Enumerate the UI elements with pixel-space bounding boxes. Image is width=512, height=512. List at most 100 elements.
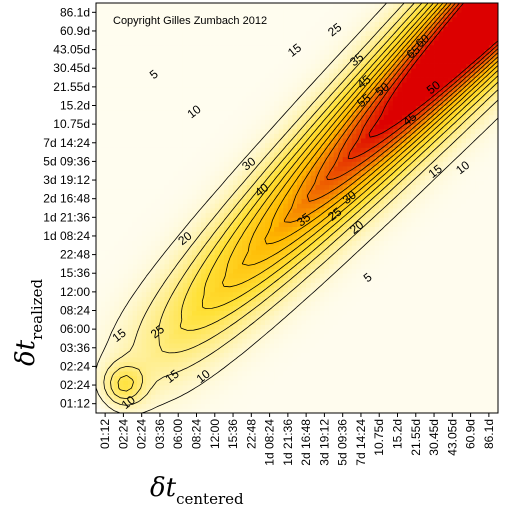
heatmap-cell	[301, 231, 307, 237]
heatmap-cell	[155, 352, 161, 358]
heatmap-cell	[319, 26, 325, 32]
heatmap-cell	[333, 44, 339, 50]
heatmap-cell	[100, 35, 106, 41]
heatmap-cell	[228, 352, 234, 358]
heatmap-cell	[105, 110, 111, 116]
heatmap-cell	[178, 198, 184, 204]
heatmap-cell	[342, 347, 348, 353]
heatmap-cell	[155, 170, 161, 176]
heatmap-cell	[127, 119, 133, 125]
heatmap-cell	[301, 399, 307, 405]
heatmap-cell	[283, 380, 289, 386]
heatmap-cell	[191, 380, 197, 386]
heatmap-cell	[347, 347, 353, 353]
heatmap-cell	[333, 315, 339, 321]
heatmap-cell	[228, 16, 234, 23]
heatmap-cell	[237, 291, 243, 297]
heatmap-cell	[351, 380, 357, 386]
heatmap-cell	[246, 305, 252, 311]
heatmap-cell	[146, 366, 152, 372]
heatmap-cell	[246, 54, 252, 60]
heatmap-cell	[159, 310, 165, 316]
heatmap-cell	[274, 68, 280, 74]
heatmap-cell	[137, 301, 143, 307]
heatmap-cell	[233, 30, 239, 37]
heatmap-cell	[141, 245, 147, 251]
heatmap-cell	[105, 296, 111, 302]
heatmap-cell	[141, 231, 147, 237]
heatmap-cell	[287, 305, 293, 311]
heatmap-cell	[306, 91, 312, 97]
heatmap-cell	[265, 110, 270, 116]
heatmap-cell	[223, 7, 229, 13]
heatmap-cell	[173, 170, 179, 176]
heatmap-cell	[228, 189, 234, 195]
heatmap-cell	[338, 26, 344, 32]
heatmap-cell	[219, 385, 225, 391]
heatmap-cell	[255, 245, 261, 251]
heatmap-cell	[169, 161, 175, 167]
heatmap-cell	[178, 361, 184, 367]
heatmap-cell	[265, 35, 270, 41]
heatmap-cell	[242, 394, 248, 400]
heatmap-cell	[205, 389, 211, 395]
heatmap-cell	[260, 273, 266, 279]
heatmap-cell	[237, 198, 243, 204]
heatmap-cell	[324, 26, 330, 32]
heatmap-cell	[210, 389, 216, 395]
heatmap-cell	[150, 305, 156, 311]
heatmap-cell	[301, 100, 307, 106]
heatmap-cell	[283, 30, 289, 37]
heatmap-cell	[306, 12, 312, 18]
heatmap-cell	[141, 291, 147, 297]
heatmap-cell	[164, 198, 170, 204]
heatmap-cell	[333, 305, 339, 311]
heatmap-cell	[237, 105, 243, 111]
heatmap-cell	[169, 305, 175, 311]
heatmap-cell	[219, 352, 225, 358]
heatmap-cell	[283, 63, 289, 69]
heatmap-cell	[269, 324, 275, 330]
heatmap-cell	[324, 343, 330, 349]
heatmap-cell	[351, 189, 357, 195]
heatmap-cell	[324, 357, 330, 363]
heatmap-cell	[237, 259, 243, 265]
heatmap-cell	[265, 375, 270, 381]
heatmap-cell	[283, 208, 289, 214]
heatmap-cell	[223, 198, 229, 204]
heatmap-cell	[338, 77, 344, 83]
heatmap-cell	[255, 35, 261, 41]
heatmap-cell	[100, 217, 106, 223]
heatmap-cell	[338, 40, 344, 46]
heatmap-cell	[219, 315, 225, 321]
heatmap-cell	[118, 394, 124, 400]
heatmap-cell	[242, 347, 248, 353]
heatmap-cell	[159, 105, 165, 111]
heatmap-cell	[347, 58, 353, 64]
heatmap-cell	[287, 16, 293, 23]
heatmap-cell	[146, 235, 152, 242]
heatmap-cell	[150, 35, 156, 41]
heatmap-cell	[292, 399, 298, 405]
heatmap-cell	[333, 366, 339, 372]
heatmap-cell	[210, 91, 216, 97]
heatmap-cell	[100, 380, 106, 386]
heatmap-cell	[269, 26, 275, 32]
heatmap-cell	[155, 310, 161, 316]
heatmap-cell	[306, 147, 312, 153]
heatmap-cell	[105, 170, 111, 176]
heatmap-cell	[141, 21, 147, 27]
heatmap-cell	[310, 263, 316, 269]
heatmap-cell	[242, 361, 248, 367]
heatmap-cell	[283, 82, 289, 88]
heatmap-cell	[301, 161, 307, 167]
heatmap-cell	[338, 357, 344, 363]
heatmap-cell	[159, 198, 165, 204]
heatmap-cell	[315, 212, 321, 218]
heatmap-cell	[137, 333, 143, 339]
heatmap-cell	[141, 3, 147, 9]
heatmap-cell	[187, 235, 193, 242]
heatmap-cell	[118, 138, 124, 144]
heatmap-cell	[132, 63, 138, 69]
heatmap-cell	[333, 119, 339, 125]
